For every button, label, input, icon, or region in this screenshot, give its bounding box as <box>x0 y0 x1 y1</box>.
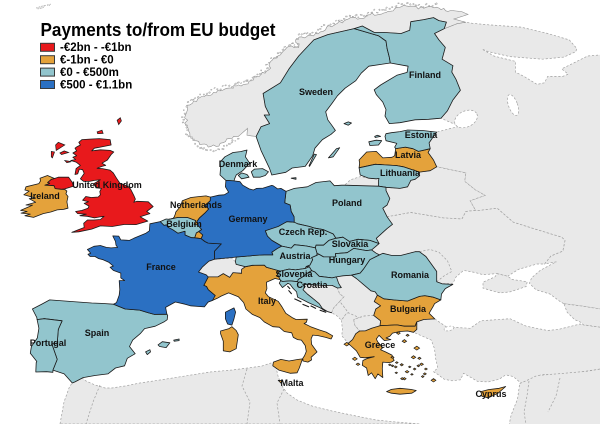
svg-text:€500 - €1.1bn: €500 - €1.1bn <box>60 79 132 91</box>
svg-text:Estonia: Estonia <box>405 130 439 140</box>
svg-text:Austria: Austria <box>279 251 311 261</box>
svg-text:Malta: Malta <box>280 378 304 388</box>
svg-text:Sweden: Sweden <box>299 87 333 97</box>
svg-text:Belgium: Belgium <box>166 219 202 229</box>
svg-text:Latvia: Latvia <box>395 150 422 160</box>
svg-text:Cyprus: Cyprus <box>475 389 506 399</box>
svg-text:United Kingdom: United Kingdom <box>72 180 142 190</box>
svg-text:Payments to/from EU budget: Payments to/from EU budget <box>41 20 276 40</box>
svg-text:Ireland: Ireland <box>30 191 60 201</box>
svg-text:Slovakia: Slovakia <box>332 239 370 249</box>
svg-text:Croatia: Croatia <box>296 280 328 290</box>
svg-text:Hungary: Hungary <box>329 255 366 265</box>
svg-text:Italy: Italy <box>258 296 276 306</box>
svg-text:-€2bn - -€1bn: -€2bn - -€1bn <box>60 42 132 54</box>
svg-text:Finland: Finland <box>409 70 441 80</box>
svg-text:Romania: Romania <box>391 270 430 280</box>
svg-text:€-1bn - €0: €-1bn - €0 <box>60 55 114 67</box>
svg-text:Slovenia: Slovenia <box>275 269 313 279</box>
svg-text:Greece: Greece <box>365 340 396 350</box>
svg-text:Denmark: Denmark <box>219 159 259 169</box>
svg-text:Netherlands: Netherlands <box>170 200 222 210</box>
svg-text:Bulgaria: Bulgaria <box>390 304 427 314</box>
svg-text:Spain: Spain <box>85 328 110 338</box>
svg-text:Portugal: Portugal <box>30 338 67 348</box>
svg-text:France: France <box>146 262 176 272</box>
svg-text:Lithuania: Lithuania <box>380 168 421 178</box>
svg-text:€0 - €500m: €0 - €500m <box>60 67 119 79</box>
svg-text:Czech Rep.: Czech Rep. <box>279 227 328 237</box>
svg-text:Germany: Germany <box>228 214 267 224</box>
svg-text:Poland: Poland <box>332 198 362 208</box>
